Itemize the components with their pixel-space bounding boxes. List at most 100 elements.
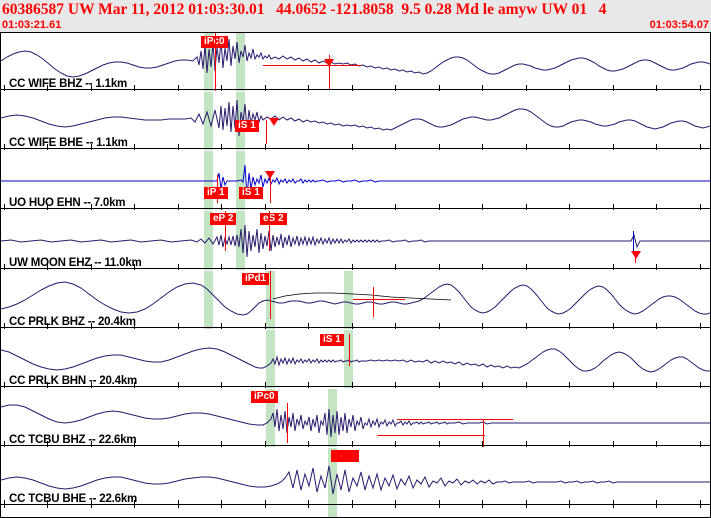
- trace-panel[interactable]: iS 1 CC WIFE BHE -- 1.1km: [1, 92, 710, 150]
- axis-tick: [526, 323, 527, 329]
- axis-tick: [4, 264, 5, 270]
- trace-panel[interactable]: iS 1 CC PRLK BHN -- 20.4km: [1, 330, 710, 388]
- axis-tick: [656, 204, 657, 210]
- axis-tick: [134, 500, 135, 508]
- axis-tick: [178, 204, 179, 210]
- axis-tick: [656, 144, 657, 150]
- axis-tick: [526, 382, 527, 388]
- axis-tick: [613, 204, 614, 210]
- trace-label: CC TCBU BHZ -- 22.6km: [9, 434, 137, 446]
- pick-time-marker: [270, 271, 271, 319]
- axis-tick: [91, 144, 92, 150]
- axis-tick: [439, 323, 440, 329]
- pick-label[interactable]: [331, 450, 359, 462]
- pick-label[interactable]: iPc0: [201, 36, 228, 48]
- axis-tick: [613, 264, 614, 270]
- axis-tick: [482, 500, 483, 508]
- axis-tick: [134, 441, 135, 447]
- axis-tick: [395, 382, 396, 388]
- pick-label[interactable]: iPd1: [242, 273, 270, 285]
- axis-tick: [352, 441, 353, 447]
- axis-tick: [265, 264, 266, 270]
- pick-label[interactable]: eP 2: [210, 213, 237, 225]
- trace-label: UO HUO EHN -- 7.0km: [9, 197, 126, 209]
- axis-tick: [395, 441, 396, 447]
- trace-panel[interactable]: iPd1 CC PRLK BHZ -- 20.4km: [1, 271, 710, 329]
- axis-tick: [395, 85, 396, 91]
- axis-tick: [352, 323, 353, 329]
- pick-time-marker: [217, 175, 218, 203]
- coda-band: [204, 271, 213, 329]
- axis-tick: [482, 382, 483, 388]
- axis-tick: [221, 264, 222, 270]
- amplitude-marker-line: [263, 65, 361, 66]
- amplitude-peak-marker: [324, 59, 334, 67]
- trace-label: UW MOON EHZ -- 11.0km: [9, 257, 142, 269]
- axis-tick: [352, 500, 353, 508]
- time-axis: [1, 386, 710, 387]
- axis-tick: [700, 441, 701, 447]
- coda-band: [266, 330, 275, 388]
- axis-tick: [221, 323, 222, 329]
- trace-label: CC PRLK BHZ -- 20.4km: [9, 316, 136, 328]
- time-axis: [1, 327, 710, 328]
- coda-band: [344, 271, 353, 329]
- time-axis: [1, 208, 710, 209]
- trace-label: CC PRLK BHN -- 20.4km: [9, 375, 138, 387]
- axis-tick: [656, 85, 657, 91]
- axis-tick: [4, 85, 5, 91]
- axis-tick: [569, 323, 570, 329]
- axis-tick: [569, 382, 570, 388]
- pick-label[interactable]: eS 2: [260, 213, 287, 225]
- axis-tick: [134, 85, 135, 91]
- pick-label[interactable]: iPc0: [251, 391, 278, 403]
- amplitude-peak-marker: [269, 118, 279, 126]
- axis-tick: [4, 500, 5, 508]
- axis-tick: [656, 323, 657, 329]
- axis-tick: [308, 85, 309, 91]
- trace-panel[interactable]: eP 2 eS 2 UW MOON EHZ -- 11.0km: [1, 211, 710, 270]
- axis-tick: [4, 323, 5, 329]
- axis-tick: [178, 85, 179, 91]
- axis-tick: [482, 144, 483, 150]
- axis-tick: [47, 323, 48, 329]
- axis-tick: [482, 264, 483, 270]
- axis-tick: [178, 500, 179, 508]
- axis-tick: [47, 144, 48, 150]
- axis-tick: [178, 323, 179, 329]
- waveform-plot-area[interactable]: iPc0 CC WIFE BHZ -- 1.1km: [0, 32, 711, 518]
- coda-band: [236, 33, 245, 91]
- trace-panel[interactable]: iPc0 CC TCBU BHZ -- 22.6km: [1, 389, 710, 447]
- axis-tick: [47, 204, 48, 210]
- pick-label[interactable]: iS 1: [239, 187, 263, 199]
- axis-tick: [47, 264, 48, 270]
- axis-tick: [308, 382, 309, 388]
- axis-tick: [482, 441, 483, 447]
- pick-label[interactable]: iP 1: [204, 187, 228, 199]
- trace-label: CC WIFE BHE -- 1.1km: [9, 137, 128, 149]
- pick-time-marker: [225, 211, 226, 251]
- trace-panel[interactable]: CC TCBU BHE -- 22.6km: [1, 448, 710, 517]
- axis-tick: [526, 441, 527, 447]
- axis-tick: [395, 264, 396, 270]
- axis-tick: [221, 85, 222, 91]
- axis-tick: [134, 204, 135, 210]
- coda-band: [204, 33, 213, 91]
- coda-band: [204, 92, 213, 150]
- axis-tick: [656, 382, 657, 388]
- axis-tick: [178, 382, 179, 388]
- axis-tick: [91, 382, 92, 388]
- trace-panel[interactable]: iPc0 CC WIFE BHZ -- 1.1km: [1, 33, 710, 91]
- pick-label[interactable]: iS 1: [235, 120, 259, 132]
- axis-tick: [439, 144, 440, 150]
- axis-tick: [569, 85, 570, 91]
- axis-tick: [439, 441, 440, 447]
- axis-tick: [569, 264, 570, 270]
- trace-panel[interactable]: iP 1 iS 1 UO HUO EHN -- 7.0km: [1, 151, 710, 210]
- axis-tick: [439, 85, 440, 91]
- coda-band: [204, 211, 213, 270]
- pick-label[interactable]: iS 1: [320, 334, 344, 346]
- axis-tick: [308, 144, 309, 150]
- axis-tick: [265, 323, 266, 329]
- amplitude-marker-tick: [373, 287, 374, 317]
